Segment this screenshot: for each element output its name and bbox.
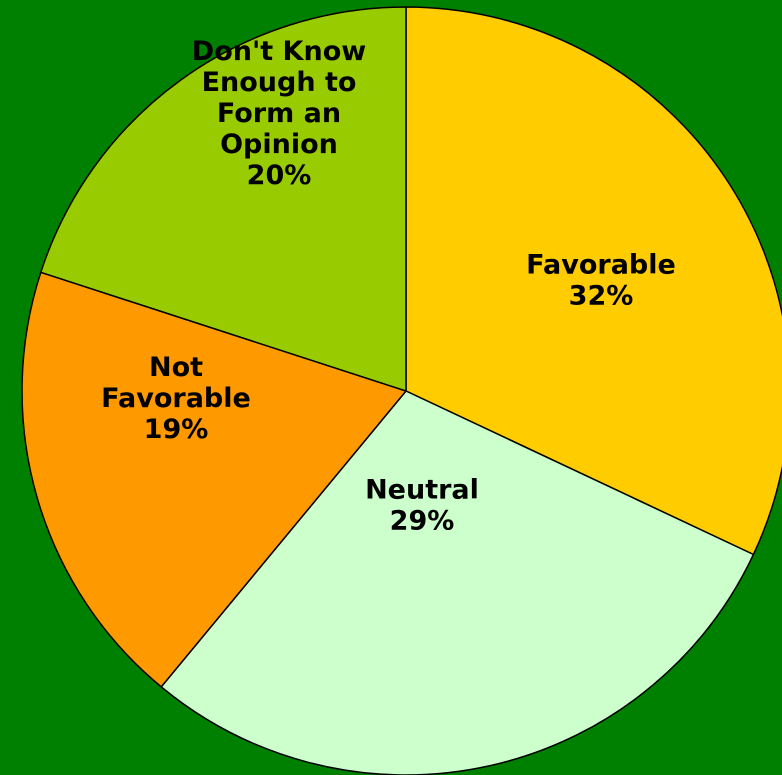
value-label: 29%	[390, 505, 455, 536]
category-label-line: Opinion	[220, 129, 338, 160]
category-label-line: Form an	[217, 98, 341, 129]
category-label-line: Neutral	[365, 474, 479, 505]
label-favorable: Favorable 32%	[526, 249, 676, 311]
category-label-line: Favorable	[526, 249, 676, 280]
pie-slices	[21, 6, 782, 775]
pie-labels: Favorable 32%Neutral 29%Not Favorable 19%Don…	[101, 36, 676, 537]
slice-favorable	[405, 6, 782, 556]
slice-not-favorable	[21, 271, 407, 688]
slice-don-t-know-enough-to-form-an-opinion	[40, 6, 407, 392]
value-label: 20%	[247, 160, 312, 191]
label-neutral: Neutral 29%	[365, 474, 479, 536]
value-label: 19%	[144, 414, 209, 445]
category-label-line: Favorable	[101, 383, 251, 414]
category-label-line: Not	[149, 352, 203, 383]
value-label: 32%	[569, 280, 634, 311]
label-not-favorable: Not Favorable 19%	[101, 352, 251, 445]
category-label-line: Enough to	[202, 67, 357, 98]
slice-neutral	[160, 390, 755, 775]
label-don-t-know-enough-to-form-an-opinion: Don't Know Enough to Form an Opinion 20%	[192, 36, 366, 191]
category-label-line: Don't Know	[192, 36, 366, 67]
